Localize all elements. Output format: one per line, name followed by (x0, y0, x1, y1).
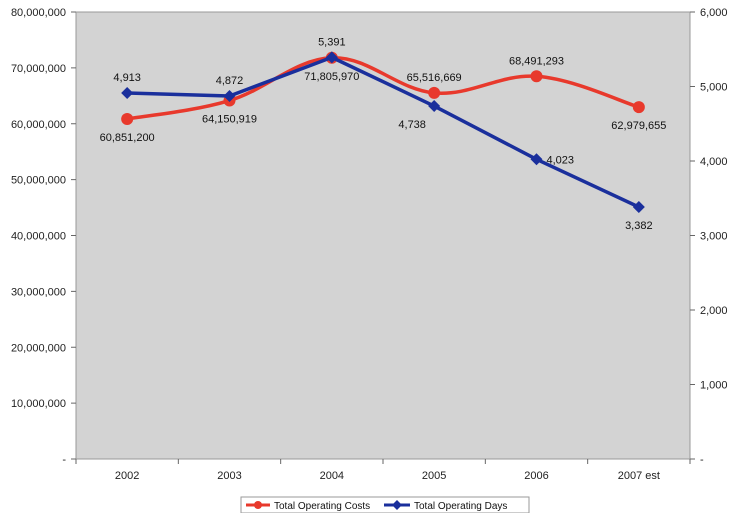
data-label: 4,872 (216, 75, 244, 87)
series-layer (121, 51, 645, 214)
right-axis: - 1,000 2,000 3,000 4,000 5,000 6,000 (690, 7, 728, 466)
right-axis-tick-label: 6,000 (700, 7, 728, 19)
x-axis-tick-label: 2002 (115, 470, 139, 482)
left-axis: - 10,000,000 20,000,000 30,000,000 40,000,00… (11, 7, 76, 466)
legend-costs-label: Total Operating Costs (274, 501, 370, 512)
data-label: 60,851,200 (100, 132, 155, 144)
left-axis-tick-label: 40,000,000 (11, 231, 66, 243)
legend-days-label: Total Operating Days (414, 501, 507, 512)
data-label: 65,516,669 (407, 72, 462, 84)
data-point (530, 70, 543, 83)
data-label: 68,491,293 (509, 55, 564, 67)
left-axis-tick-label: 60,000,000 (11, 119, 66, 131)
right-axis-tick-label: 2,000 (700, 305, 728, 317)
x-axis-tick-label: 2007 est (618, 470, 660, 482)
legend-costs-marker (254, 501, 262, 509)
left-axis-tick-label: - (62, 454, 66, 466)
plot-area (75, 11, 691, 460)
left-axis-tick-label: 80,000,000 (11, 7, 66, 19)
x-axis-tick-label: 2003 (217, 470, 241, 482)
data-point (121, 86, 134, 99)
data-point (223, 90, 236, 103)
left-axis-tick-label: 10,000,000 (11, 398, 66, 410)
left-axis-tick-label: 70,000,000 (11, 63, 66, 75)
x-axis-tick-label: 2006 (524, 470, 548, 482)
data-point (428, 86, 441, 99)
legend: Total Operating Costs Total Operating Da… (240, 496, 530, 513)
data-label: 4,023 (547, 154, 575, 166)
data-labels: 60,851,200 64,150,919 71,805,970 65,516,669… (100, 36, 667, 232)
right-axis-tick-label: 4,000 (700, 156, 728, 168)
data-label: 5,391 (318, 36, 346, 48)
x-axis-tick-label: 2004 (320, 470, 344, 482)
data-label: 64,150,919 (202, 114, 257, 126)
left-axis-tick-label: 30,000,000 (11, 286, 66, 298)
data-label: 4,913 (113, 72, 141, 84)
right-axis-tick-label: - (700, 454, 704, 466)
right-axis-tick-label: 3,000 (700, 231, 728, 243)
series-total-operating-days (121, 51, 645, 214)
data-label: 62,979,655 (611, 120, 666, 132)
right-axis-tick-label: 5,000 (700, 82, 728, 94)
right-axis-tick-label: 1,000 (700, 380, 728, 392)
data-point (530, 153, 543, 166)
data-label: 4,738 (398, 119, 426, 131)
data-point (632, 201, 645, 214)
legend-days-marker (392, 500, 402, 510)
series-line (125, 56, 641, 121)
left-axis-tick-label: 20,000,000 (11, 342, 66, 354)
x-axis-tick-label: 2005 (422, 470, 446, 482)
left-axis-tick-label: 50,000,000 (11, 175, 66, 187)
data-label: 3,382 (625, 220, 653, 232)
data-point (325, 51, 338, 64)
data-point (121, 112, 134, 125)
data-point (632, 101, 645, 114)
series-line (125, 55, 641, 209)
data-label: 71,805,970 (304, 71, 359, 83)
data-point (428, 100, 441, 113)
x-axis: 2002 2003 2004 2005 2006 2007 est (75, 459, 691, 482)
